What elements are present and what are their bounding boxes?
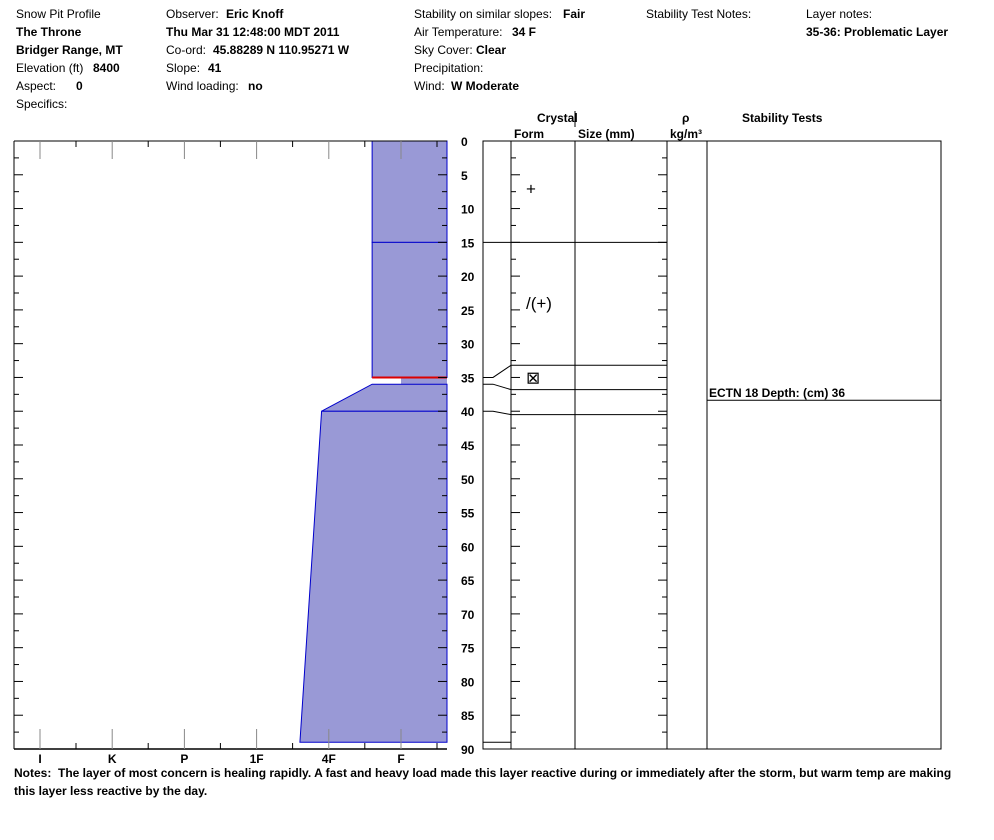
depth-tick-label: 50 (461, 473, 475, 487)
layer-bar (371, 140, 448, 243)
precip-label: Precipitation: (414, 61, 484, 75)
aspect-label: Aspect: (16, 79, 57, 93)
elevation-value: 8400 (93, 61, 120, 75)
hardness-tick-label: 1F (250, 752, 264, 766)
sky-label: Sky Cover: (414, 43, 473, 57)
depth-tick-label: 0 (461, 135, 468, 149)
depth-tick-label: 30 (461, 338, 475, 352)
depth-tick-label: 15 (461, 236, 475, 250)
layer-bar (299, 410, 448, 743)
crystal-form-symbol: + (526, 179, 536, 198)
form-header: Form (514, 127, 544, 141)
wind-value: W Moderate (451, 79, 520, 93)
crystal-header: Crystal (537, 111, 578, 125)
depth-tick-label: 60 (461, 540, 475, 554)
crystal-form-symbol: /(+) (526, 294, 552, 313)
observer-label: Observer: (166, 7, 219, 21)
datetime: Thu Mar 31 12:48:00 MDT 2011 (166, 25, 340, 39)
layer-bar (401, 377, 447, 385)
hardness-tick-label: I (38, 752, 41, 766)
stability-test-label: ECTN 18 Depth: (cm) 36 (709, 386, 845, 400)
hardness-tick-label: P (180, 752, 188, 766)
depth-tick-label: 45 (461, 439, 475, 453)
notes: Notes: The layer of most concern is heali… (14, 764, 964, 800)
stability-test-notes-label: Stability Test Notes: (646, 7, 752, 21)
specifics-label: Specifics: (16, 97, 68, 111)
slope-label: Slope: (166, 61, 201, 75)
depth-tick-label: 75 (461, 642, 475, 656)
density-header: kg/m³ (670, 127, 703, 141)
hardness-tick-label: F (397, 752, 404, 766)
sky-value: Clear (476, 43, 507, 57)
depth-tick-label: 65 (461, 574, 475, 588)
depth-tick-label: 55 (461, 507, 475, 521)
observer-value: Eric Knoff (226, 7, 284, 21)
layer-notes-label: Layer notes: (806, 7, 873, 21)
coord-value: 45.88289 N 110.95271 W (213, 43, 350, 57)
range: Bridger Range, MT (16, 43, 123, 57)
hardness-tick-label: K (108, 752, 117, 766)
depth-tick-label: 25 (461, 304, 475, 318)
layer-connector (483, 383, 512, 391)
crystal-form-symbol: ⊠ (526, 368, 540, 387)
size-header: Size (mm) (578, 127, 635, 141)
wind-loading-label: Wind loading: (166, 79, 239, 93)
rho-header: ρ (682, 111, 690, 125)
notes-text: The layer of most concern is healing rap… (14, 766, 952, 798)
depth-tick-label: 10 (461, 203, 475, 217)
notes-label: Notes: (14, 766, 52, 780)
depth-tick-label: 5 (461, 169, 468, 183)
elevation-label: Elevation (ft) (16, 61, 84, 75)
location: The Throne (16, 25, 82, 39)
air-temp-label: Air Temperature: (414, 25, 503, 39)
depth-tick-label: 20 (461, 270, 475, 284)
crystal-table-frame (482, 140, 942, 750)
depth-tick-label: 80 (461, 675, 475, 689)
depth-tick-label: 40 (461, 405, 475, 419)
layer-bar (371, 241, 448, 378)
depth-tick-label: 85 (461, 709, 475, 723)
wind-loading-value: no (248, 79, 263, 93)
layer-bar (321, 383, 448, 412)
aspect-value: 0 (76, 79, 83, 93)
hardness-tick-label: 4F (322, 752, 336, 766)
coord-label: Co-ord: (166, 43, 207, 57)
layer-connector (483, 364, 512, 378)
stability-label: Stability on similar slopes: (414, 7, 553, 21)
profile-title: Snow Pit Profile (16, 7, 101, 21)
depth-tick-label: 90 (461, 743, 475, 757)
layer-connector (483, 410, 512, 416)
wind-label: Wind: (414, 79, 445, 93)
stability-value: Fair (563, 7, 586, 21)
slope-value: 41 (208, 61, 222, 75)
depth-tick-label: 35 (461, 371, 475, 385)
depth-tick-label: 70 (461, 608, 475, 622)
stability-tests-header: Stability Tests (742, 111, 823, 125)
layer-notes-value: 35-36: Problematic Layer (806, 25, 949, 39)
air-temp-value: 34 F (512, 25, 537, 39)
